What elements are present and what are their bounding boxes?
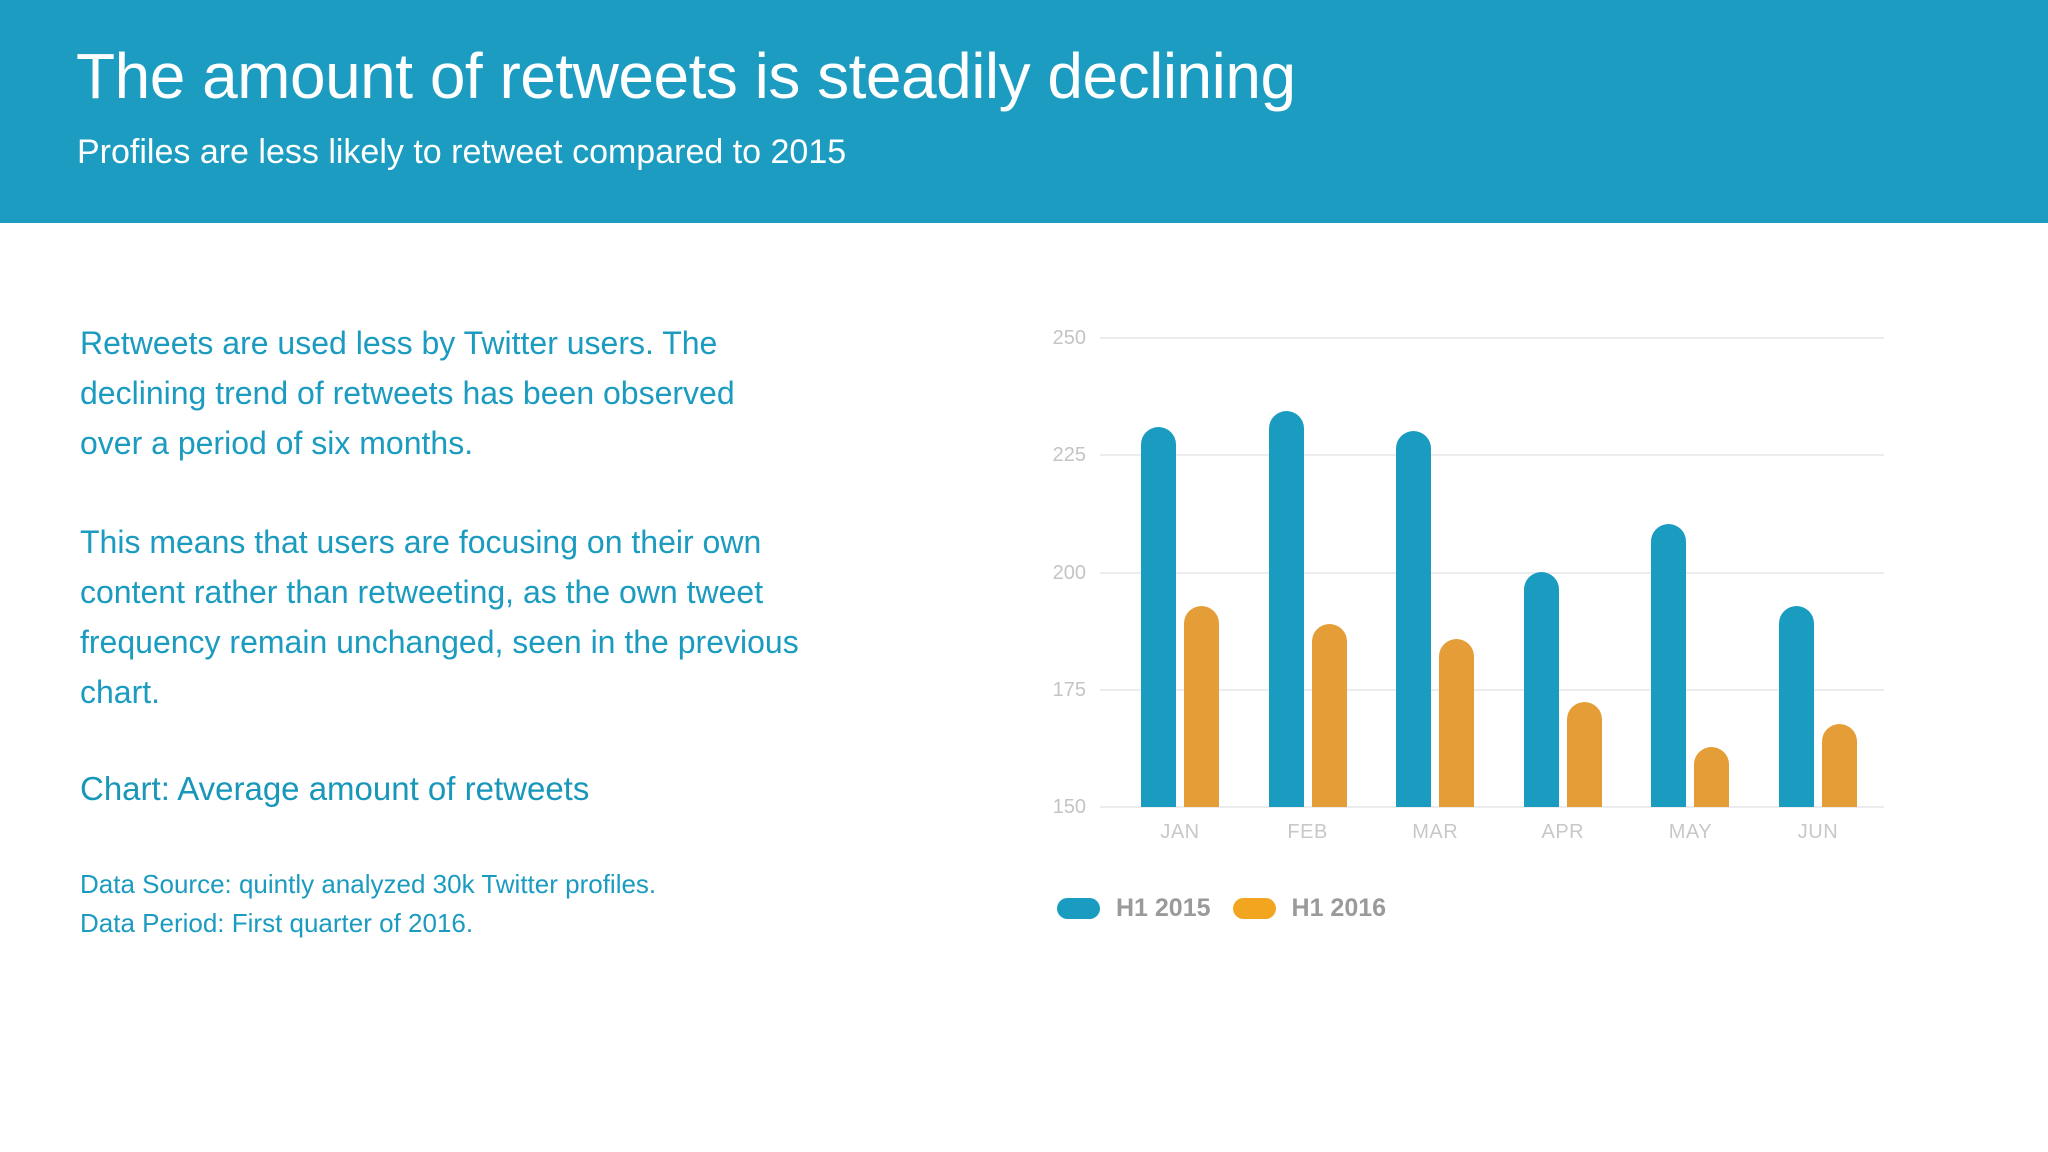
gridline	[1100, 337, 1884, 339]
gridline	[1100, 571, 1884, 574]
data-source-text: Data Source: quintly analyzed 30k Twitte…	[80, 869, 657, 899]
bar-jun-h1-2016[interactable]	[1822, 723, 1857, 807]
bar-mar-h1-2015[interactable]	[1396, 430, 1432, 807]
x-axis-tick-label: MAR	[1412, 821, 1459, 843]
y-axis-tick-label: 200	[1052, 561, 1086, 584]
bar-jan-h1-2016[interactable]	[1184, 605, 1219, 807]
text-line: This means that users are focusing on th…	[80, 524, 762, 560]
description-paragraph-2: This means that users are focusing on th…	[80, 517, 880, 717]
chart-legend: H1 2015 H1 2016	[1057, 890, 1408, 926]
gridline	[1100, 454, 1884, 457]
text-line: frequency remain unchanged, seen in the …	[80, 624, 799, 660]
header-banner: The amount of retweets is steadily decli…	[0, 0, 2048, 223]
page-title: The amount of retweets is steadily decli…	[76, 40, 1296, 112]
page-subtitle: Profiles are less likely to retweet comp…	[77, 133, 847, 171]
y-axis-tick-label: 150	[1052, 796, 1086, 818]
bar-may-h1-2015[interactable]	[1651, 524, 1687, 807]
legend-item-h1-2015[interactable]: H1 2015	[1057, 894, 1211, 923]
x-axis-tick-label: JUN	[1797, 821, 1839, 843]
y-axis-tick-label: 175	[1052, 678, 1086, 701]
x-axis-tick-label: MAY	[1668, 821, 1713, 843]
x-axis-tick-label: APR	[1541, 821, 1585, 843]
y-axis-tick-label: 250	[1052, 327, 1086, 349]
text-line: Retweets are used less by Twitter users.…	[80, 325, 718, 361]
legend-swatch-icon	[1232, 897, 1276, 919]
bar-feb-h1-2015[interactable]	[1268, 411, 1304, 807]
chart-caption-heading: Chart: Average amount of retweets	[80, 770, 590, 807]
bar-mar-h1-2016[interactable]	[1439, 639, 1475, 807]
bar-jun-h1-2015[interactable]	[1779, 605, 1814, 807]
legend-swatch-icon	[1057, 897, 1100, 919]
legend-label: H1 2016	[1291, 893, 1387, 922]
bar-feb-h1-2016[interactable]	[1311, 624, 1347, 807]
text-line: declining trend of retweets has been obs…	[80, 375, 735, 411]
data-source-notes: Data Source: quintly analyzed 30k Twitte…	[80, 865, 656, 943]
x-axis-tick-label: FEB	[1287, 821, 1328, 843]
text-line: content rather than retweeting, as the o…	[80, 574, 764, 610]
bar-apr-h1-2015[interactable]	[1523, 572, 1559, 807]
bar-may-h1-2016[interactable]	[1694, 746, 1730, 807]
text-line: chart.	[80, 674, 161, 710]
text-line: over a period of six months.	[80, 425, 474, 461]
gridline	[1100, 688, 1884, 691]
description-paragraph-1: Retweets are used less by Twitter users.…	[80, 318, 880, 468]
x-axis-tick-label: JAN	[1160, 821, 1200, 843]
bar-jan-h1-2015[interactable]	[1141, 427, 1176, 807]
y-axis-tick-label: 225	[1052, 444, 1086, 467]
bar-chart: 250 225 200 175 150 JAN FEB MAR APR MAY JUN	[1030, 300, 1930, 950]
data-period-text: Data Period: First quarter of 2016.	[80, 908, 474, 938]
gridline	[1100, 806, 1884, 808]
legend-label: H1 2015	[1116, 893, 1211, 922]
legend-item-h1-2016[interactable]: H1 2016	[1232, 893, 1387, 923]
bar-apr-h1-2016[interactable]	[1566, 701, 1602, 807]
